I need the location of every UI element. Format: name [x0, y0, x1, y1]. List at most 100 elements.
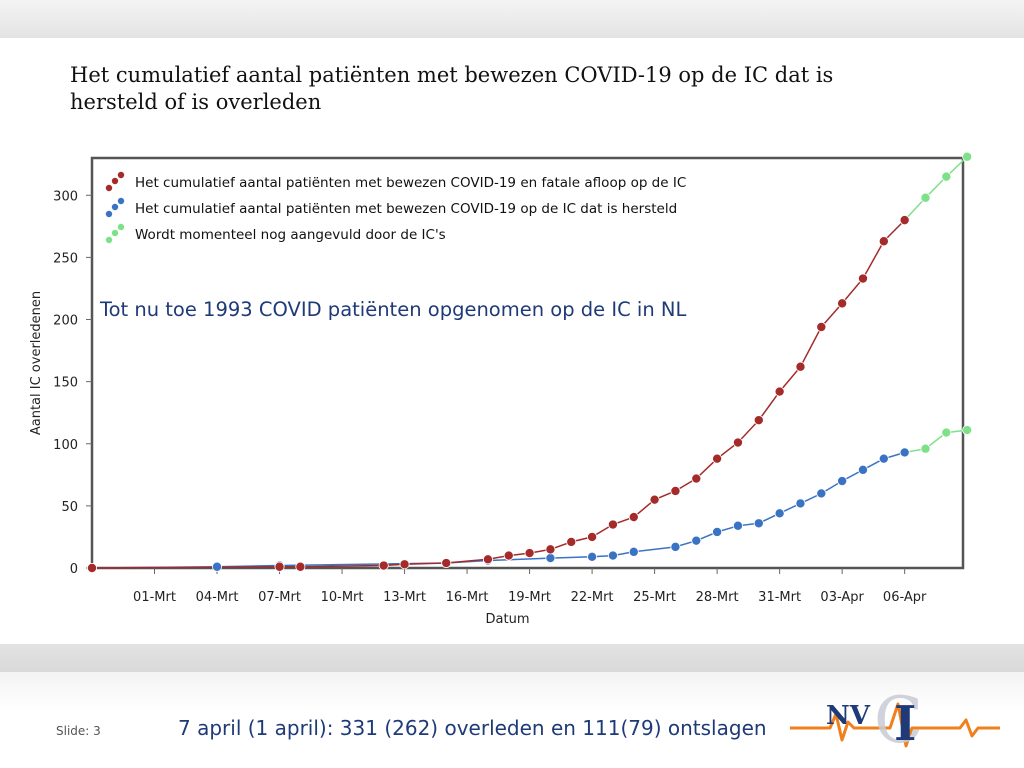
- plot-frame: [90, 156, 965, 570]
- legend-marker: [117, 197, 125, 205]
- x-tick-label: 07-Mrt: [258, 590, 301, 605]
- x-tick-label: 03-Apr: [820, 590, 864, 605]
- deceased-series-point: [87, 563, 98, 574]
- y-tick-label: 0: [70, 562, 78, 577]
- deceased-series-point: [274, 561, 285, 572]
- x-tick-label: 06-Apr: [883, 590, 927, 605]
- svg-text:C: C: [874, 684, 923, 754]
- legend-marker: [105, 184, 113, 192]
- recovered-series-point: [857, 464, 868, 475]
- deceased-series-point: [482, 554, 493, 565]
- chart-annotation: Tot nu toe 1993 COVID patiënten opgenome…: [99, 298, 686, 321]
- x-tick-label: 01-Mrt: [133, 590, 176, 605]
- line-chart: 0 50 100 150 200 250 300 01-Mrt 04-Mrt 07-Mrt 10-M…: [29, 151, 973, 627]
- deceased-series-point: [712, 453, 723, 464]
- legend-marker: [111, 203, 119, 211]
- recovered-series-point: [628, 546, 639, 557]
- recovered-series-point: [712, 526, 723, 537]
- legend-marker: [111, 177, 119, 185]
- recovered-series-point: [774, 508, 785, 519]
- deceased-series-point: [607, 519, 618, 530]
- recovered-series-point: [545, 553, 556, 564]
- recovered-series-point: [587, 551, 598, 562]
- deceased-series-point: [774, 386, 785, 397]
- recovered-series-point: [878, 453, 889, 464]
- y-tick-label: 200: [53, 314, 78, 329]
- top-band: [0, 0, 1024, 38]
- recovered-series-point: [753, 518, 764, 529]
- legend-marker: [117, 171, 125, 179]
- x-tick-label: 22-Mrt: [571, 590, 614, 605]
- slide-number: Slide: 3: [56, 724, 101, 738]
- recovered-series-point: [732, 520, 743, 531]
- deceased-series-point: [857, 273, 868, 284]
- deceased-series-point: [566, 536, 577, 547]
- deceased-series-point: [399, 559, 410, 570]
- deceased-series-point: [441, 558, 452, 569]
- pending-series-point: [941, 427, 952, 438]
- deceased-series-point: [837, 298, 848, 309]
- deceased-series-point: [628, 512, 639, 523]
- recovered-series-point: [212, 561, 223, 572]
- footer-summary: 7 april (1 april): 331 (262) overleden e…: [178, 716, 767, 740]
- x-tick-label: 16-Mrt: [446, 590, 489, 605]
- legend-label: Het cumulatief aantal patiënten met bewe…: [135, 201, 677, 217]
- pending-series-line: [904, 156, 968, 221]
- legend-marker: [105, 210, 113, 218]
- legend-label: Wordt momenteel nog aangevuld door de IC…: [135, 227, 446, 243]
- y-tick-label: 100: [53, 438, 78, 453]
- deceased-series-point: [732, 437, 743, 448]
- recovered-series-point: [899, 447, 910, 458]
- recovered-series-point: [795, 498, 806, 509]
- deceased-series-point: [753, 415, 764, 426]
- pending-series-point: [920, 192, 931, 203]
- deceased-series-point: [524, 548, 535, 559]
- deceased-series-point: [670, 485, 681, 496]
- slide-title: Het cumulatief aantal patiënten met bewe…: [70, 63, 834, 114]
- legend-marker: [105, 236, 113, 244]
- deceased-series-point: [691, 473, 702, 484]
- x-axis-label: Datum: [486, 612, 530, 627]
- pending-series-point: [962, 425, 973, 436]
- svg-text:NV: NV: [826, 701, 871, 731]
- x-tick-label: 28-Mrt: [696, 590, 739, 605]
- recovered-series-point: [837, 476, 848, 487]
- y-tick-label: 50: [61, 500, 78, 515]
- x-tick-label: 10-Mrt: [321, 590, 364, 605]
- deceased-series-point: [649, 494, 660, 505]
- svg-text:I: I: [894, 696, 916, 752]
- deceased-series-point: [503, 550, 514, 561]
- pending-series-point: [941, 171, 952, 182]
- x-tick-label: 04-Mrt: [196, 590, 239, 605]
- deceased-series-point: [795, 361, 806, 372]
- deceased-series-point: [899, 215, 910, 226]
- recovered-series-point: [816, 488, 827, 499]
- y-axis-label: Aantal IC overledenen: [29, 291, 44, 435]
- y-tick-label: 300: [53, 189, 78, 204]
- footer-background: [0, 672, 1024, 768]
- deceased-series-point: [378, 560, 389, 571]
- legend-label: Het cumulatief aantal patiënten met bewe…: [135, 175, 686, 191]
- legend-marker: [111, 229, 119, 237]
- x-tick-label: 13-Mrt: [383, 590, 426, 605]
- recovered-series-point: [691, 535, 702, 546]
- y-tick-label: 250: [53, 251, 78, 266]
- deceased-series-point: [545, 544, 556, 555]
- x-tick-label: 31-Mrt: [758, 590, 801, 605]
- heartbeat-line: [790, 702, 1000, 748]
- pending-series-line: [904, 429, 968, 454]
- deceased-series-point: [878, 236, 889, 247]
- bottom-band: [0, 644, 1024, 672]
- legend-marker: [117, 223, 125, 231]
- recovered-series-point: [607, 550, 618, 561]
- deceased-series-point: [816, 321, 827, 332]
- deceased-series-point: [587, 531, 598, 542]
- pending-series-point: [920, 443, 931, 454]
- recovered-series-point: [670, 541, 681, 552]
- x-tick-label: 19-Mrt: [508, 590, 551, 605]
- deceased-series-point: [295, 561, 306, 572]
- pending-series-point: [962, 151, 973, 162]
- y-tick-label: 150: [53, 376, 78, 391]
- nvic-logo: NV C I: [790, 684, 1000, 754]
- x-tick-label: 25-Mrt: [633, 590, 676, 605]
